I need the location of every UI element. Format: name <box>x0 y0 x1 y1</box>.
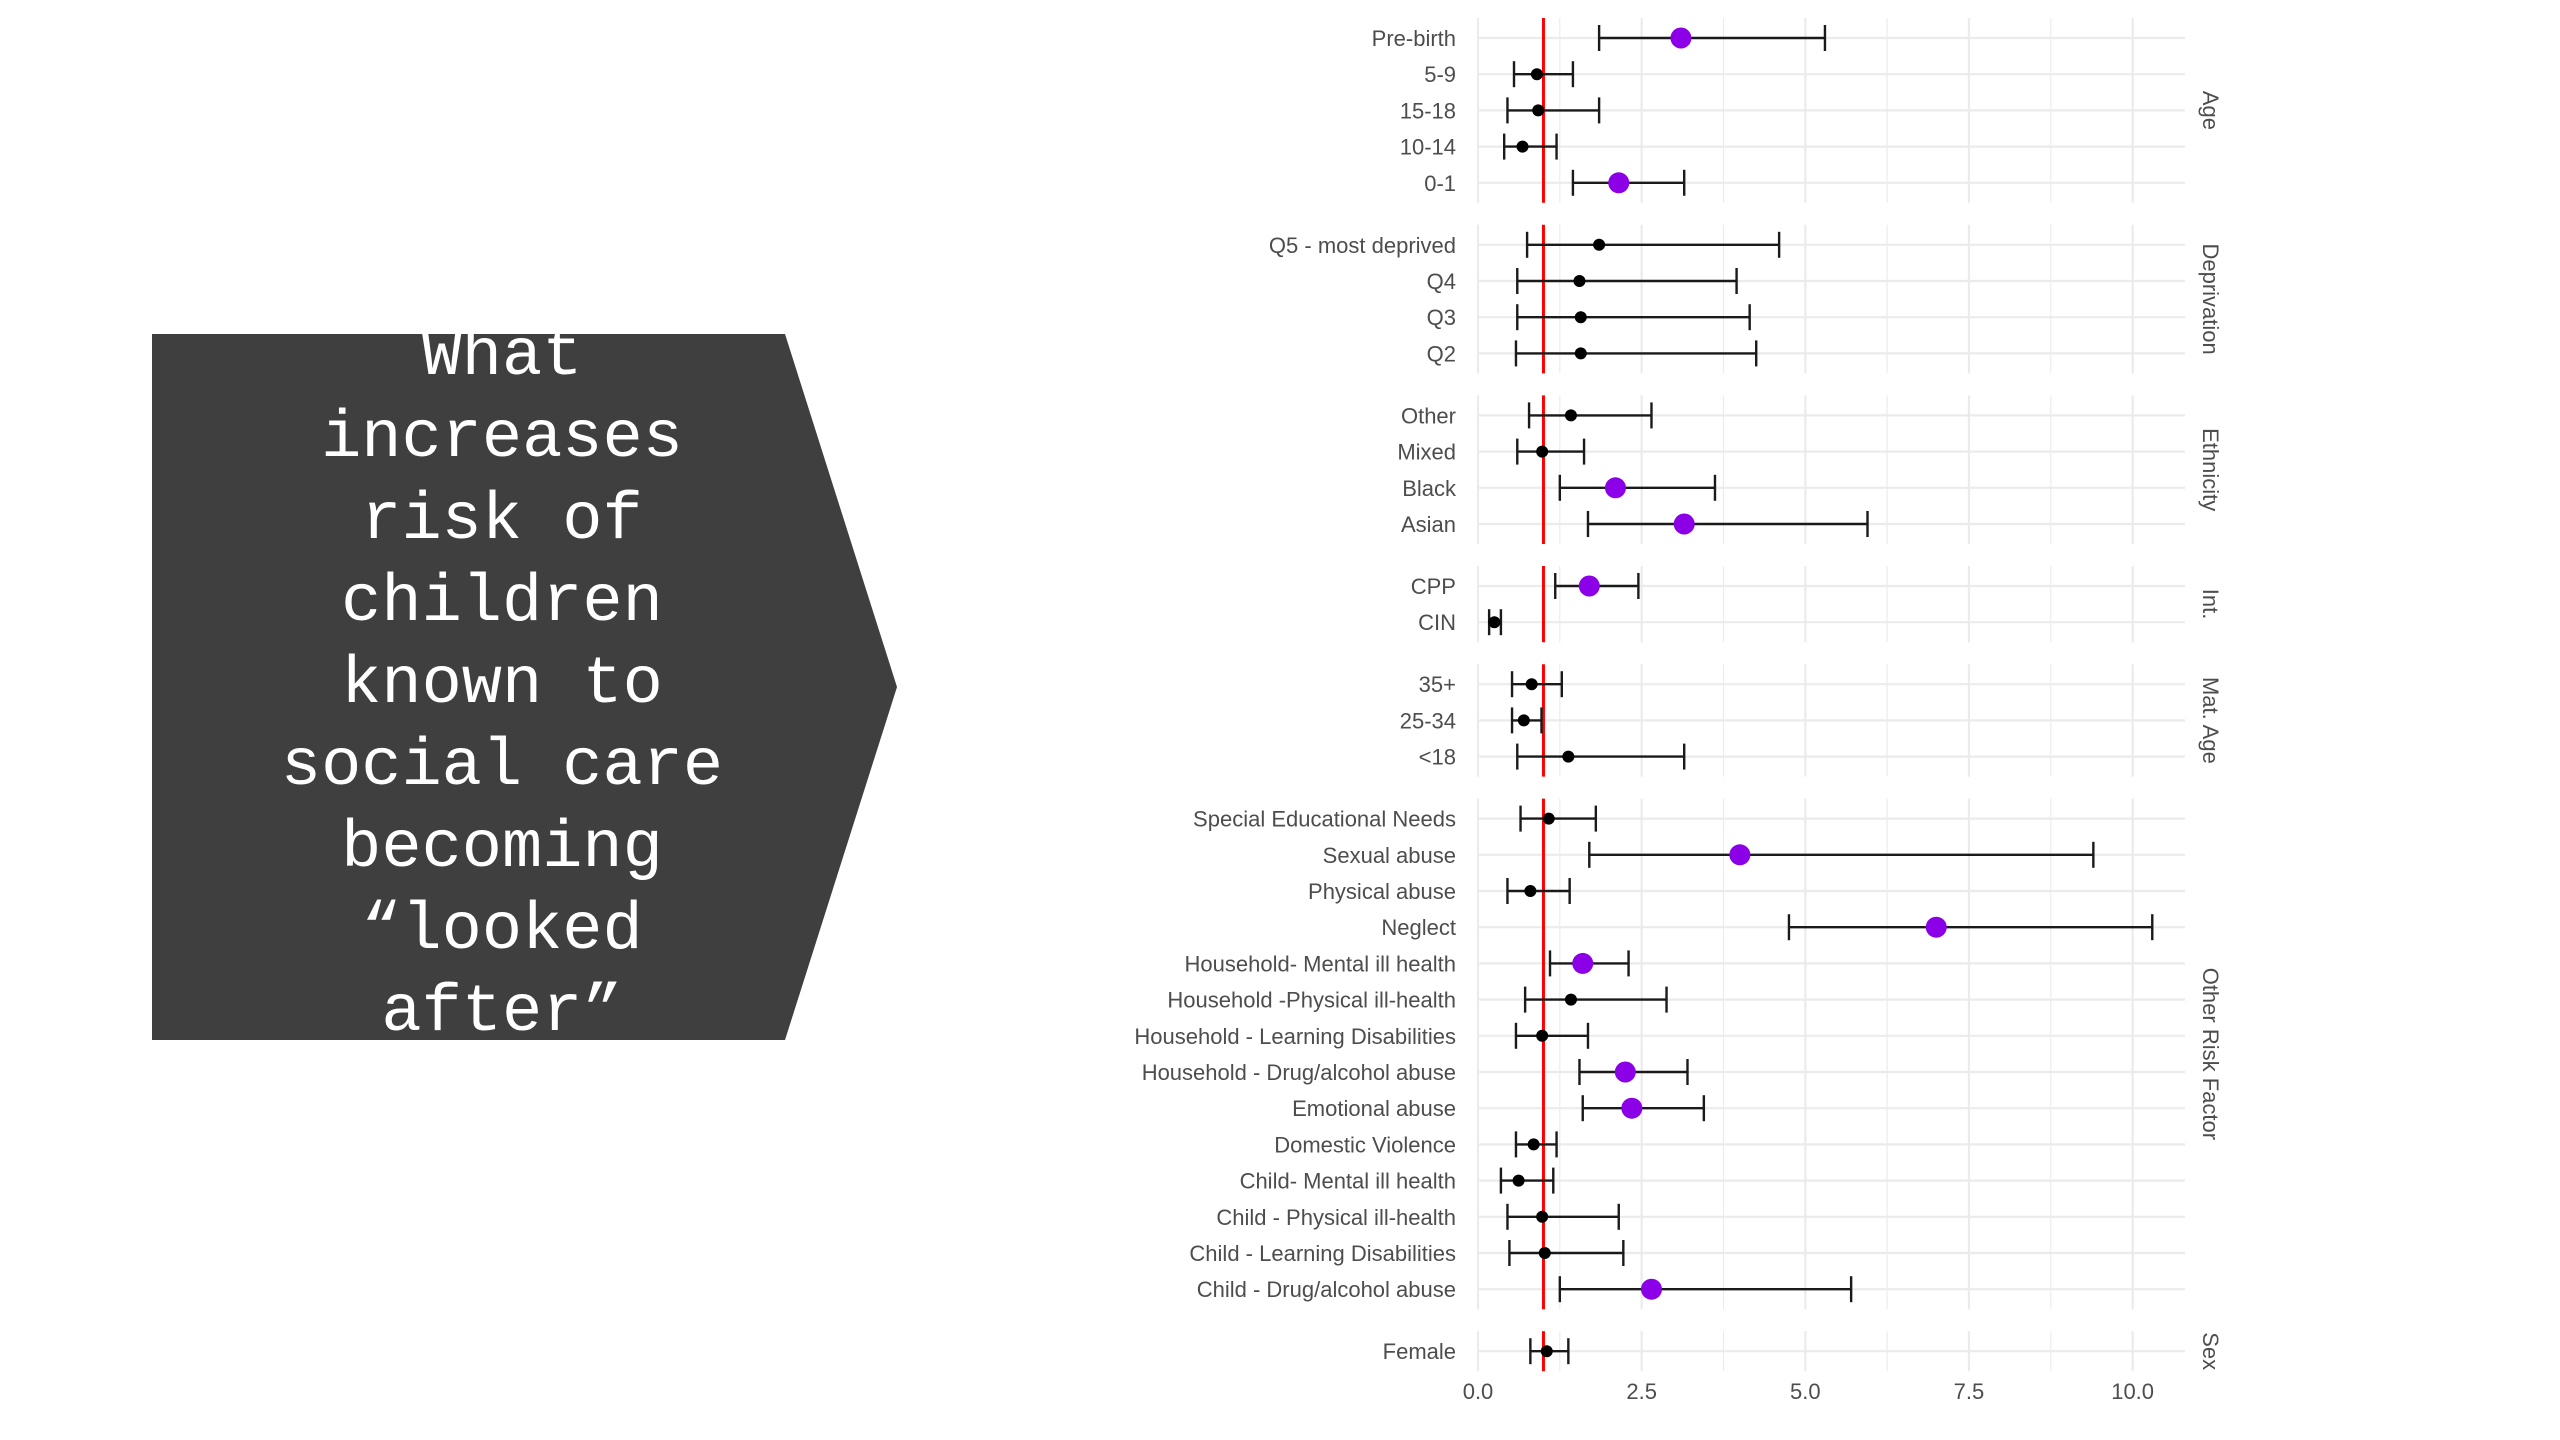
row-label: Q5 - most deprived <box>1269 233 1456 258</box>
point-estimate <box>1531 68 1543 80</box>
x-tick-label: 10.0 <box>2111 1379 2154 1404</box>
point-estimate-significant <box>1641 1279 1662 1300</box>
point-estimate-significant <box>1579 576 1600 597</box>
point-estimate-significant <box>1615 1062 1636 1083</box>
point-estimate <box>1513 1175 1525 1187</box>
row-label: Q4 <box>1427 269 1456 294</box>
point-estimate <box>1575 311 1587 323</box>
point-estimate-significant <box>1670 28 1691 49</box>
point-estimate <box>1562 751 1574 763</box>
point-estimate <box>1518 714 1530 726</box>
row-label: 25-34 <box>1400 708 1456 733</box>
row-label: Asian <box>1401 512 1456 537</box>
x-tick-label: 7.5 <box>1954 1379 1985 1404</box>
row-label: Domestic Violence <box>1274 1132 1456 1157</box>
row-label: Other <box>1401 403 1456 428</box>
x-tick-label: 5.0 <box>1790 1379 1821 1404</box>
row-label: Q3 <box>1427 305 1456 330</box>
point-estimate-significant <box>1572 953 1593 974</box>
point-estimate <box>1526 678 1538 690</box>
point-estimate <box>1573 275 1585 287</box>
point-estimate <box>1575 347 1587 359</box>
row-label: Child - Physical ill-health <box>1216 1205 1456 1230</box>
row-label: 15-18 <box>1400 98 1456 123</box>
point-estimate-significant <box>1729 844 1750 865</box>
row-label: Household -Physical ill-health <box>1167 988 1456 1013</box>
point-estimate <box>1565 409 1577 421</box>
point-estimate <box>1536 1211 1548 1223</box>
row-label: Child - Learning Disabilities <box>1189 1241 1456 1266</box>
row-label: <18 <box>1419 745 1456 770</box>
point-estimate <box>1541 1345 1553 1357</box>
row-label: Household - Drug/alcohol abuse <box>1142 1060 1456 1085</box>
point-estimate <box>1528 1138 1540 1150</box>
point-estimate <box>1517 141 1529 153</box>
row-label: 5-9 <box>1424 62 1456 87</box>
row-label: Q2 <box>1427 341 1456 366</box>
facet-label: Age <box>2198 91 2223 130</box>
facet-label: Int. <box>2198 589 2223 620</box>
point-estimate <box>1543 813 1555 825</box>
point-estimate <box>1536 1030 1548 1042</box>
facet-label: Ethnicity <box>2198 428 2223 511</box>
point-estimate <box>1565 994 1577 1006</box>
row-label: Child- Mental ill health <box>1240 1169 1456 1194</box>
point-estimate <box>1536 446 1548 458</box>
row-label: Household- Mental ill health <box>1185 951 1457 976</box>
point-estimate <box>1539 1247 1551 1259</box>
row-label: Female <box>1383 1339 1456 1364</box>
x-tick-label: 2.5 <box>1626 1379 1657 1404</box>
row-label: 0-1 <box>1424 171 1456 196</box>
row-label: 10-14 <box>1400 135 1456 160</box>
row-label: Black <box>1402 476 1457 501</box>
row-label: 35+ <box>1419 672 1456 697</box>
point-estimate <box>1593 239 1605 251</box>
row-label: Mixed <box>1397 440 1456 465</box>
facet-label: Deprivation <box>2198 243 2223 354</box>
row-label: CPP <box>1411 574 1456 599</box>
row-label: Emotional abuse <box>1292 1096 1456 1121</box>
row-label: Sexual abuse <box>1323 843 1456 868</box>
point-estimate <box>1524 885 1536 897</box>
point-estimate-significant <box>1605 477 1626 498</box>
x-tick-label: 0.0 <box>1463 1379 1494 1404</box>
point-estimate <box>1488 616 1500 628</box>
point-estimate-significant <box>1608 172 1629 193</box>
point-estimate-significant <box>1926 917 1947 938</box>
row-label: Special Educational Needs <box>1193 807 1456 832</box>
point-estimate <box>1532 104 1544 116</box>
row-label: Physical abuse <box>1308 879 1456 904</box>
facet-label: Sex <box>2198 1332 2223 1370</box>
facet-label: Mat. Age <box>2198 677 2223 764</box>
forest-plot: Pre-birth 5-9 15-18 10-14 0-1 Age Q5 - most de… <box>0 0 2560 1440</box>
row-label: Neglect <box>1381 915 1456 940</box>
row-label: CIN <box>1418 610 1456 635</box>
point-estimate-significant <box>1621 1098 1642 1119</box>
row-label: Household - Learning Disabilities <box>1134 1024 1456 1049</box>
row-label: Pre-birth <box>1372 26 1456 51</box>
row-label: Child - Drug/alcohol abuse <box>1197 1277 1456 1302</box>
point-estimate-significant <box>1674 514 1695 535</box>
facet-label: Other Risk Factor <box>2198 968 2223 1140</box>
